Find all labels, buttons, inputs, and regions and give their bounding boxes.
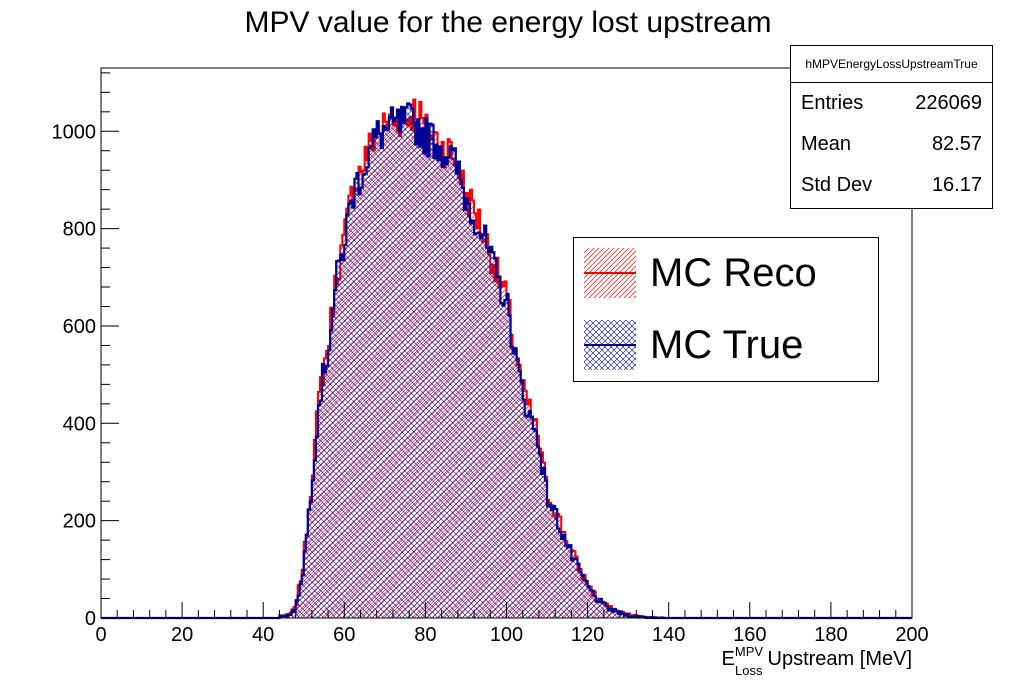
legend-swatch-blue-hatch [584, 320, 636, 370]
stats-value: 82.57 [931, 133, 982, 155]
legend-entry-mc-reco: MC Reco [584, 248, 817, 298]
x-tick-label: 140 [652, 624, 685, 646]
legend-label: MC Reco [650, 250, 817, 295]
x-tick-label: 40 [252, 624, 274, 646]
x-axis-label-subscript: Loss [735, 663, 763, 678]
stats-row-entries: Entries 226069 [791, 83, 992, 124]
chart-title: MPV value for the energy lost upstream [245, 6, 772, 39]
x-axis-label: EMPV Loss Upstream [MeV] [722, 644, 912, 678]
stats-label: Std Dev [801, 174, 873, 196]
legend-swatch-red-hatch [584, 248, 636, 298]
x-axis-label-base: E [722, 648, 735, 670]
axes: 0 20 40 60 80 100 120 140 160 180 200 0 200 400 600 800… [52, 67, 929, 646]
stats-value: 226069 [915, 92, 982, 114]
stats-value: 16.17 [931, 174, 982, 196]
x-axis-label-superscript: MPV [735, 644, 764, 659]
legend-label: MC True [650, 322, 804, 367]
y-tick-label: 1000 [52, 121, 97, 143]
x-tick-label: 200 [895, 624, 928, 646]
x-axis-label-suffix: Upstream [MeV] [768, 648, 912, 670]
stats-label: Mean [801, 133, 852, 155]
series-fill-1 [101, 103, 912, 618]
x-tick-label: 160 [733, 624, 766, 646]
stats-row-stddev: Std Dev 16.17 [791, 165, 992, 206]
y-tick-label: 800 [63, 219, 96, 241]
x-tick-label: 20 [171, 624, 193, 646]
x-tick-label: 180 [814, 624, 847, 646]
x-tick-label: 120 [571, 624, 604, 646]
y-tick-label: 0 [85, 608, 96, 630]
y-tick-label: 200 [63, 511, 96, 533]
legend: MC Reco MC True [573, 237, 879, 382]
legend-entry-mc-true: MC True [584, 320, 803, 370]
x-tick-label: 60 [333, 624, 355, 646]
y-tick-label: 400 [63, 413, 96, 435]
x-tick-label: 80 [414, 624, 436, 646]
x-tick-label: 100 [490, 624, 523, 646]
stats-label: Entries [801, 92, 864, 114]
x-tick-label: 0 [95, 624, 106, 646]
y-tick-label: 600 [63, 316, 96, 338]
stats-row-mean: Mean 82.57 [791, 124, 992, 165]
stats-histogram-name: hMPVEnergyLossUpstreamTrue [791, 46, 992, 83]
stats-box: hMPVEnergyLossUpstreamTrue Entries 22606… [790, 45, 993, 209]
